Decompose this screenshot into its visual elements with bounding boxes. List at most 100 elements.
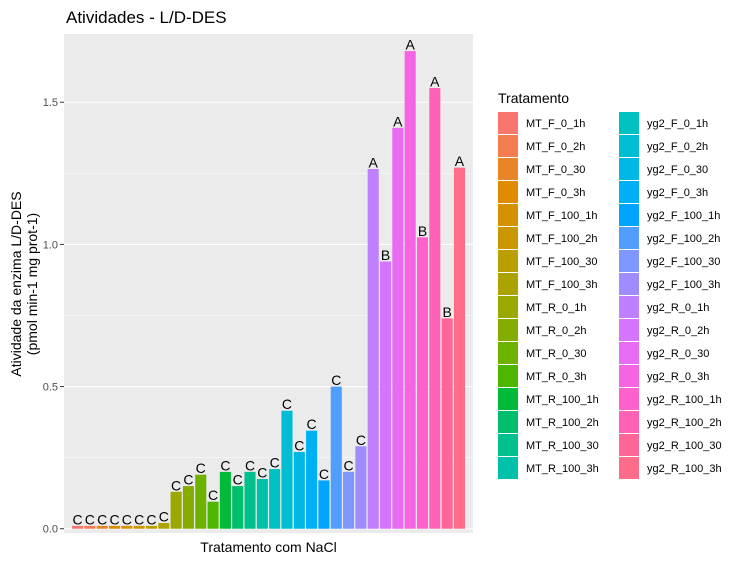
bar xyxy=(281,410,293,529)
bar-label: C xyxy=(97,511,107,527)
legend-key xyxy=(498,365,518,387)
legend-key xyxy=(619,434,639,456)
bar xyxy=(416,237,429,529)
legend-key xyxy=(498,227,518,249)
legend-key xyxy=(619,227,639,249)
x-axis-title: Tratamento com NaCl xyxy=(200,539,336,555)
bar-label: C xyxy=(245,457,255,473)
bar-label: A xyxy=(455,153,465,169)
bar xyxy=(84,525,96,529)
bar-label: C xyxy=(294,437,304,453)
bar-label: C xyxy=(307,416,317,432)
legend-label: MT_R_100_3h xyxy=(526,463,599,475)
bar xyxy=(182,486,194,529)
bar-label: C xyxy=(109,511,119,527)
bar-label: C xyxy=(282,396,292,412)
legend-key xyxy=(619,457,639,479)
legend-label: MT_F_100_3h xyxy=(526,279,598,291)
bar-label: C xyxy=(257,464,267,480)
legend-label: MT_R_100_2h xyxy=(526,417,599,429)
bar-label: C xyxy=(196,460,206,476)
legend-key xyxy=(498,457,518,479)
bar-label: C xyxy=(356,432,366,448)
bar xyxy=(429,88,441,529)
legend-key xyxy=(619,250,639,272)
bar xyxy=(293,451,305,529)
bar xyxy=(145,525,158,529)
bar xyxy=(133,525,145,529)
legend-label: yg2_F_0_30 xyxy=(647,164,708,176)
legend-key xyxy=(619,204,639,226)
y-axis-title-group: Atividade da enzima L/D-DES xyxy=(8,191,24,376)
bar xyxy=(441,318,453,529)
legend-label: yg2_R_100_1h xyxy=(647,394,722,406)
bar xyxy=(306,430,318,529)
bar xyxy=(330,386,342,529)
legend: MT_F_0_1h MT_F_0_2h MT_F_0_30 MT_F_0_3h MT_F… xyxy=(498,112,722,479)
legend-key xyxy=(498,250,518,272)
legend-label: yg2_R_100_2h xyxy=(647,417,722,429)
bar xyxy=(367,169,379,529)
bar-label: A xyxy=(369,155,379,171)
legend-key xyxy=(498,158,518,180)
bar-label: C xyxy=(331,372,341,388)
legend-key xyxy=(498,181,518,203)
legend-label: yg2_F_100_30 xyxy=(647,256,720,268)
bar-label: B xyxy=(381,247,390,263)
bar-label: C xyxy=(344,457,354,473)
legend-title: Tratamento xyxy=(498,90,569,106)
legend-key xyxy=(498,273,518,295)
legend-label: yg2_F_100_2h xyxy=(647,233,720,245)
legend-label: yg2_F_0_3h xyxy=(647,187,708,199)
bar xyxy=(170,491,182,529)
legend-label: MT_F_0_2h xyxy=(526,141,585,153)
legend-key xyxy=(498,411,518,433)
bar-label: C xyxy=(183,472,193,488)
legend-label: MT_F_100_1h xyxy=(526,210,598,222)
bar-label: C xyxy=(122,511,132,527)
legend-key xyxy=(619,388,639,410)
bar xyxy=(404,51,416,529)
legend-label: MT_R_100_30 xyxy=(526,440,599,452)
bar xyxy=(392,127,404,529)
y-axis-title-group-2: (pmol min-1 mg prot-1) xyxy=(24,213,40,355)
y-axis: 0.0 0.5 1.0 1.5 xyxy=(43,97,64,536)
bar xyxy=(72,525,84,529)
legend-key xyxy=(498,319,518,341)
bar xyxy=(453,167,465,529)
y-axis-title-line1: Atividade da enzima L/D-DES xyxy=(8,191,24,376)
legend-key xyxy=(619,411,639,433)
legend-label: yg2_F_100_1h xyxy=(647,210,720,222)
bar xyxy=(269,469,281,529)
bar-label: C xyxy=(72,511,82,527)
legend-label: MT_F_0_3h xyxy=(526,187,585,199)
bar xyxy=(195,474,207,529)
legend-label: MT_F_0_30 xyxy=(526,164,585,176)
legend-key xyxy=(619,296,639,318)
bar xyxy=(207,501,219,529)
bar-label: C xyxy=(319,466,329,482)
legend-key xyxy=(619,181,639,203)
bar-layer xyxy=(72,51,465,529)
legend-label: yg2_F_0_2h xyxy=(647,141,708,153)
legend-key xyxy=(498,112,518,134)
legend-label: MT_R_0_3h xyxy=(526,371,587,383)
legend-label: MT_F_0_1h xyxy=(526,118,585,130)
bar-label: A xyxy=(430,74,440,90)
bar xyxy=(121,525,133,529)
bar-label: C xyxy=(85,511,95,527)
bar-label: A xyxy=(405,37,415,53)
y-tick-label: 1.0 xyxy=(43,239,58,251)
bar xyxy=(343,471,355,529)
y-axis-title-line2: (pmol min-1 mg prot-1) xyxy=(24,213,40,355)
legend-label: MT_F_100_30 xyxy=(526,256,598,268)
legend-key xyxy=(619,135,639,157)
bar xyxy=(244,471,256,529)
bar-label: C xyxy=(171,477,181,493)
legend-label: yg2_R_100_30 xyxy=(647,440,722,452)
bar-label: B xyxy=(442,304,451,320)
bar xyxy=(379,261,392,529)
legend-label: MT_F_100_2h xyxy=(526,233,598,245)
legend-key xyxy=(498,434,518,456)
